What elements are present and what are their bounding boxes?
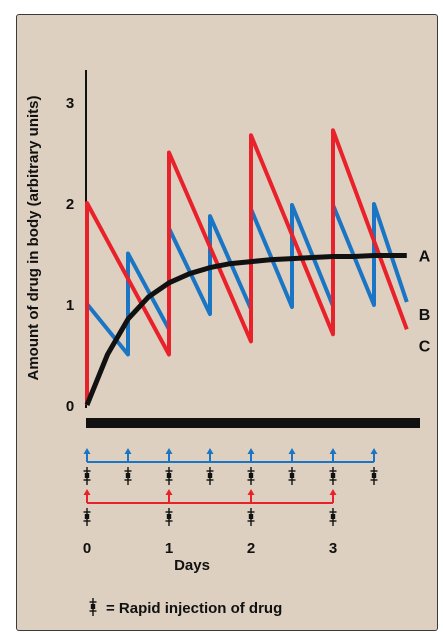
injection-arrowhead <box>247 448 255 454</box>
legend: = Rapid injection of drug <box>89 598 282 617</box>
x-axis-label: Days <box>174 557 210 574</box>
series-label-c: C <box>419 338 431 355</box>
injection-icon <box>83 467 91 485</box>
injection-icon <box>329 508 337 526</box>
injection-arrowhead <box>288 448 296 454</box>
injection-arrowhead <box>165 448 173 454</box>
x-tick-label: 0 <box>83 540 91 557</box>
y-axis-label: Amount of drug in body (arbitrary units) <box>25 96 42 381</box>
injection-icon <box>288 467 296 485</box>
y-tick-label: 2 <box>66 196 74 213</box>
injection-legend-icon <box>89 598 97 616</box>
injection-icon <box>165 467 173 485</box>
injection-arrowhead <box>206 448 214 454</box>
injection-icon <box>247 467 255 485</box>
series-line-a <box>84 253 407 406</box>
y-tick-label: 1 <box>66 297 74 314</box>
series-line-b <box>85 202 409 405</box>
x-tick-label: 3 <box>329 540 337 557</box>
y-tick-label: 3 <box>66 95 74 112</box>
injection-icon <box>329 467 337 485</box>
y-tick-labels: 0 1 2 3 <box>66 95 74 415</box>
series-label-b: B <box>419 307 431 324</box>
series-label-a: A <box>419 249 431 266</box>
injection-arrowhead <box>124 448 132 454</box>
series-labels: BC A <box>419 249 431 356</box>
series-line-c <box>85 128 409 405</box>
injection-arrowhead <box>247 489 255 495</box>
dosing-schedules <box>83 448 378 526</box>
injection-icon <box>206 467 214 485</box>
x-tick-label: 2 <box>247 540 255 557</box>
duration-bar <box>86 418 420 428</box>
injection-icon <box>83 508 91 526</box>
injection-arrowhead <box>165 489 173 495</box>
series-lines <box>84 128 409 406</box>
x-tick-label: 1 <box>165 540 173 557</box>
y-tick-label: 0 <box>66 398 74 415</box>
injection-arrowhead <box>329 489 337 495</box>
injection-icon <box>370 467 378 485</box>
injection-icon <box>124 467 132 485</box>
injection-icon <box>165 508 173 526</box>
injection-arrowhead <box>83 448 91 454</box>
injection-icon <box>247 508 255 526</box>
injection-arrowhead <box>370 448 378 454</box>
injection-arrowhead <box>329 448 337 454</box>
injection-arrowhead <box>83 489 91 495</box>
x-tick-labels: 0 1 2 3 <box>83 540 337 557</box>
legend-text: = Rapid injection of drug <box>106 600 282 617</box>
